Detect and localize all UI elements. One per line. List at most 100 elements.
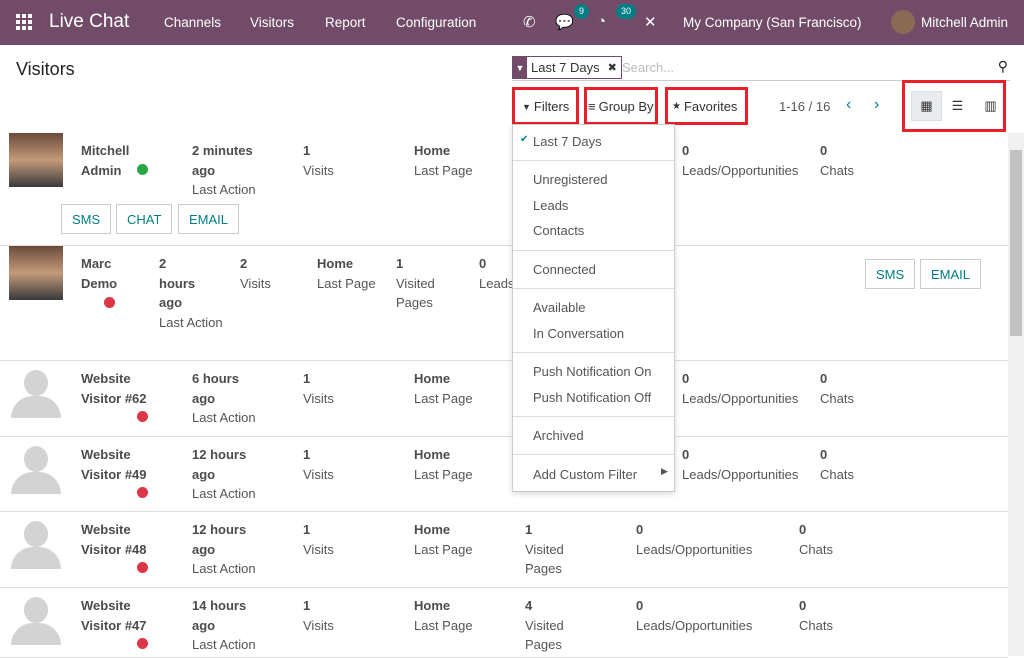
card-field: Home Last Page xyxy=(414,369,473,408)
label: Chats xyxy=(799,541,833,557)
online-status-dot xyxy=(137,164,148,175)
value: Visitor #48 xyxy=(81,541,147,557)
filter-facet[interactable]: ▼ Last 7 Days ✖ xyxy=(512,56,622,79)
visitor-card[interactable]: Website Visitor #62 6 hours ago Last Action 1… xyxy=(0,361,1008,437)
debug-tools-icon[interactable]: ✕ xyxy=(644,14,657,31)
label: Last Page xyxy=(414,162,473,178)
filter-last-7-days[interactable]: Last 7 Days xyxy=(533,134,602,149)
card-field: 0 Chats xyxy=(799,596,833,635)
label: Leads/Opportunities xyxy=(636,617,753,633)
pager-value[interactable]: 1-16 / 16 xyxy=(779,99,831,114)
group-by-button[interactable]: ≡ Group By xyxy=(588,99,654,114)
value: Website xyxy=(81,447,131,462)
filter-in-conversation[interactable]: In Conversation xyxy=(533,326,625,341)
menu-channels[interactable]: Channels xyxy=(164,15,222,30)
sms-button[interactable]: SMS xyxy=(865,259,916,289)
label: Last Action xyxy=(192,637,256,652)
value: 14 hours xyxy=(192,598,247,613)
visitor-card[interactable]: Website Visitor #49 12 hours ago Last Action… xyxy=(0,437,1008,512)
list-view-icon[interactable]: ☰ xyxy=(951,98,964,113)
value: 1 xyxy=(303,371,311,386)
value: 2 minutes xyxy=(192,143,253,158)
activity-icon[interactable]: ◔ 30 xyxy=(597,4,637,30)
value: ago xyxy=(192,617,216,633)
card-field: 0 Leads/Opportunities xyxy=(682,445,798,484)
scrollbar-thumb[interactable] xyxy=(1010,150,1022,336)
sms-button[interactable]: SMS xyxy=(61,204,112,234)
offline-status-dot xyxy=(137,562,148,573)
value: Visitor #62 xyxy=(81,390,147,406)
remove-facet-icon[interactable]: ✖ xyxy=(607,62,617,74)
messages-icon[interactable]: 💬 9 xyxy=(555,4,590,31)
check-icon: ✔ xyxy=(520,134,529,145)
highlight-favorites xyxy=(665,87,748,125)
pager-previous-icon[interactable]: ‹ xyxy=(846,96,852,113)
pager-next-icon[interactable]: › xyxy=(874,96,880,113)
card-field: Home Last Page xyxy=(414,596,473,635)
chat-button[interactable]: CHAT xyxy=(116,204,173,234)
kanban-view-icon[interactable]: ▦ xyxy=(911,91,942,121)
card-field: 2 hours ago Last Action xyxy=(159,254,223,332)
filter-archived[interactable]: Archived xyxy=(533,428,584,443)
offline-status-dot xyxy=(137,638,148,649)
visitor-card[interactable]: Mitchell Admin 2 minutes ago Last Action 1 Vis… xyxy=(0,133,1008,246)
value: 0 xyxy=(682,371,690,386)
messages-badge: 9 xyxy=(574,4,590,19)
apps-menu-icon[interactable] xyxy=(16,14,32,30)
favorites-button[interactable]: ★ Favorites xyxy=(672,99,737,114)
card-field: 0 Chats xyxy=(820,369,854,408)
menu-visitors[interactable]: Visitors xyxy=(250,15,295,30)
filter-push-on[interactable]: Push Notification On xyxy=(533,364,652,379)
value: Home xyxy=(414,371,451,386)
add-custom-filter[interactable]: Add Custom Filter xyxy=(533,467,638,482)
search-icon[interactable]: ⚲ xyxy=(997,58,1008,74)
label: Visits xyxy=(303,466,334,482)
app-name[interactable]: Live Chat xyxy=(49,11,130,32)
label: Last Page xyxy=(414,617,473,633)
highlight-view-switcher xyxy=(902,80,1006,132)
star-icon: ★ xyxy=(672,101,681,112)
company-switcher[interactable]: My Company (San Francisco) xyxy=(683,15,862,30)
label: Last Action xyxy=(159,314,223,330)
graph-view-icon[interactable]: ▥ xyxy=(984,98,997,113)
card-field: 12 hours ago Last Action xyxy=(192,445,256,504)
label: Last Action xyxy=(192,561,256,576)
caret-right-icon: ▶ xyxy=(661,466,668,476)
label: Leads/Opportunities xyxy=(479,275,512,291)
filters-button[interactable]: ▼ Filters xyxy=(522,99,569,114)
visitor-card[interactable]: Marc Demo 2 hours ago Last Action 2 Visits Home L… xyxy=(0,246,1008,361)
filter-available[interactable]: Available xyxy=(533,300,586,315)
menu-report[interactable]: Report xyxy=(325,15,366,30)
search-input[interactable]: Search... xyxy=(622,60,675,75)
visitor-card[interactable]: Website Visitor #47 14 hours ago Last Action… xyxy=(0,588,1008,658)
favorites-label: Favorites xyxy=(683,99,738,114)
value: Mitchell xyxy=(81,143,130,158)
scrollbar[interactable] xyxy=(1008,133,1024,656)
user-avatar[interactable] xyxy=(891,10,915,34)
menu-configuration[interactable]: Configuration xyxy=(396,15,477,30)
filter-connected[interactable]: Connected xyxy=(533,262,596,277)
label: Last Action xyxy=(192,410,256,425)
value: Visitor #47 xyxy=(81,617,147,633)
card-field: 1 Visits xyxy=(303,445,334,484)
card-field: Website Visitor #49 xyxy=(81,445,147,484)
user-menu[interactable]: Mitchell Admin xyxy=(921,15,1009,30)
phone-icon[interactable]: ✆ xyxy=(523,14,536,31)
activity-badge: 30 xyxy=(616,4,637,19)
card-field: 14 hours ago Last Action xyxy=(192,596,256,655)
visitor-card[interactable]: Website Visitor #48 12 hours ago Last Action… xyxy=(0,512,1008,588)
filter-leads[interactable]: Leads xyxy=(533,198,569,213)
card-field: 0 Leads/Opportunities xyxy=(682,369,798,408)
email-button[interactable]: EMAIL xyxy=(178,204,240,234)
filter-contacts[interactable]: Contacts xyxy=(533,223,585,238)
card-field: 4 Visited Pages xyxy=(525,596,585,655)
email-button[interactable]: EMAIL xyxy=(920,259,982,289)
filter-push-off[interactable]: Push Notification Off xyxy=(533,390,652,405)
filter-icon: ▼ xyxy=(522,101,531,112)
label: Leads/Opportunities xyxy=(682,162,799,178)
filter-unregistered[interactable]: Unregistered xyxy=(533,172,608,187)
value: Home xyxy=(317,256,354,271)
search-bar[interactable]: ▼ Last 7 Days ✖ Search... ⚲ xyxy=(512,56,1010,81)
value: 1 xyxy=(303,447,311,462)
value: 0 xyxy=(636,598,644,613)
